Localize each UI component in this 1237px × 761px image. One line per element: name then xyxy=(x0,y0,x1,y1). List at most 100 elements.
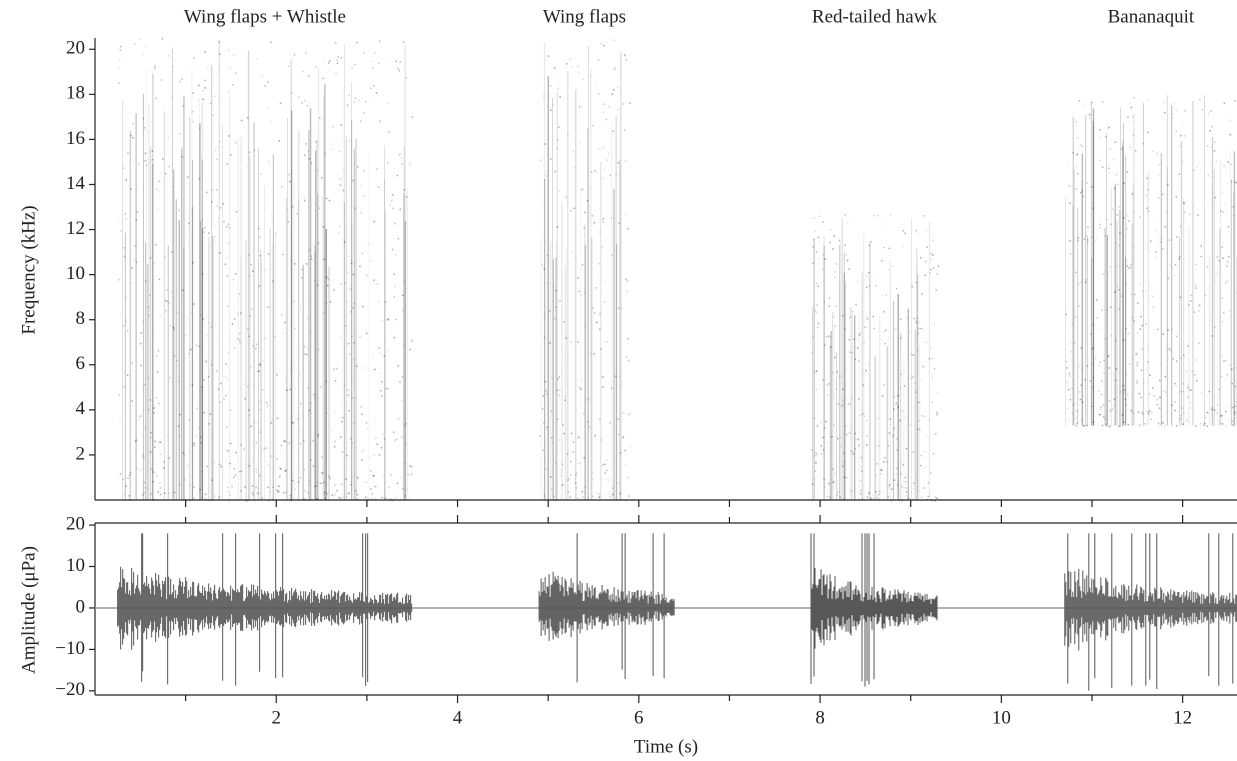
spectral-speckle xyxy=(192,120,194,123)
spectral-speckle xyxy=(325,276,328,278)
spectral-speckle xyxy=(866,444,868,446)
spectral-speckle xyxy=(267,81,269,83)
spectral-speckle xyxy=(1099,361,1102,364)
spectral-speckle xyxy=(1125,227,1128,230)
spectral-speckle xyxy=(300,137,302,140)
spectral-speckle xyxy=(550,158,552,160)
spectral-speckle xyxy=(841,405,843,407)
spectral-speckle xyxy=(890,488,893,490)
spectral-speckle xyxy=(866,326,868,329)
spectral-speckle xyxy=(219,207,222,209)
spectral-speckle xyxy=(153,412,155,414)
spectral-speckle xyxy=(210,364,213,366)
spectral-speckle xyxy=(128,474,131,476)
spectral-speckle xyxy=(1222,311,1225,314)
spectral-speckle xyxy=(380,380,383,383)
spectral-speckle xyxy=(1105,136,1107,138)
spectral-speckle xyxy=(277,484,280,487)
spectral-speckle xyxy=(165,309,167,312)
spectral-speckle xyxy=(1115,339,1117,342)
spectral-speckle xyxy=(1213,150,1216,152)
spectral-speckle xyxy=(316,497,319,500)
spectral-speckle xyxy=(1167,329,1169,331)
spectral-speckle xyxy=(1220,414,1223,417)
spectral-speckle xyxy=(869,497,872,500)
spectral-speckle xyxy=(1109,265,1111,268)
spectral-speckle xyxy=(257,227,260,230)
spectral-speckle xyxy=(202,318,204,320)
spectral-speckle xyxy=(1097,386,1100,389)
spectral-speckle xyxy=(937,265,940,268)
spectral-speckle xyxy=(265,401,268,404)
spectral-speckle xyxy=(359,265,361,268)
spectral-speckle xyxy=(1118,425,1120,428)
spectral-speckle xyxy=(1113,398,1116,401)
spectral-speckle xyxy=(1224,410,1227,413)
spectral-speckle xyxy=(127,152,129,155)
spectral-speckle xyxy=(369,470,372,472)
spectral-speckle xyxy=(924,260,927,263)
spectral-speckle xyxy=(567,358,569,361)
spectral-speckle xyxy=(309,331,312,333)
spectral-speckle xyxy=(1125,373,1128,376)
spectral-speckle xyxy=(280,452,282,455)
spectral-speckle xyxy=(351,380,353,383)
spectral-speckle xyxy=(1078,305,1080,307)
spectral-speckle xyxy=(227,305,229,307)
spectral-speckle xyxy=(844,214,847,216)
spectral-speckle xyxy=(904,232,906,235)
spectral-speckle xyxy=(152,471,154,473)
spectral-speckle xyxy=(899,472,902,475)
spectral-speckle xyxy=(1230,181,1233,183)
spectral-speckle xyxy=(333,495,336,497)
spectral-speckle xyxy=(218,496,221,498)
spectral-speckle xyxy=(278,140,281,142)
spectral-speckle xyxy=(604,280,607,283)
spectral-speckle xyxy=(873,214,875,217)
spectral-speckle xyxy=(198,84,200,87)
spectral-speckle xyxy=(812,336,814,338)
spectral-speckle xyxy=(120,115,123,118)
spectral-speckle xyxy=(1158,407,1161,409)
spectral-speckle xyxy=(168,492,170,495)
spectral-speckle xyxy=(286,389,288,392)
spectral-speckle xyxy=(149,399,152,401)
spectral-speckle xyxy=(586,421,589,423)
spectral-speckle xyxy=(1175,109,1178,111)
spectral-speckle xyxy=(591,214,594,217)
spectral-speckle xyxy=(1083,238,1086,240)
spectral-speckle xyxy=(288,442,291,444)
spectral-speckle xyxy=(359,184,362,187)
spectral-speckle xyxy=(906,317,909,319)
spectral-speckle xyxy=(259,364,261,367)
spectral-speckle xyxy=(1147,99,1150,101)
spectral-speckle xyxy=(1118,244,1120,247)
spectral-speckle xyxy=(1235,367,1237,369)
spectral-speckle xyxy=(258,474,261,477)
spectral-speckle xyxy=(321,177,323,179)
spectral-speckle xyxy=(1150,418,1152,421)
spectral-speckle xyxy=(349,288,352,290)
spectral-speckle xyxy=(860,493,862,495)
spectral-speckle xyxy=(1187,395,1189,398)
spectral-speckle xyxy=(246,499,248,502)
spectral-speckle xyxy=(1099,159,1101,162)
spectral-speckle xyxy=(183,498,185,501)
spectral-speckle xyxy=(1083,424,1085,427)
spectral-speckle xyxy=(253,149,256,152)
spectral-speckle xyxy=(916,428,919,431)
spectral-speckle xyxy=(836,494,838,497)
spectral-speckle xyxy=(368,456,370,458)
spectral-speckle xyxy=(1151,295,1154,298)
spectral-speckle xyxy=(612,487,614,489)
spectral-speckle xyxy=(213,461,216,464)
spectral-speckle xyxy=(1071,322,1073,325)
spectral-speckle xyxy=(267,306,270,308)
spectral-speckle xyxy=(257,492,260,495)
spectral-speckle xyxy=(360,120,362,122)
spectral-speckle xyxy=(394,222,396,225)
spectral-speckle xyxy=(924,415,926,418)
segment-label: Wing flaps + Whistle xyxy=(184,6,346,27)
spectral-speckle xyxy=(581,264,584,266)
spectral-speckle xyxy=(1066,381,1069,383)
